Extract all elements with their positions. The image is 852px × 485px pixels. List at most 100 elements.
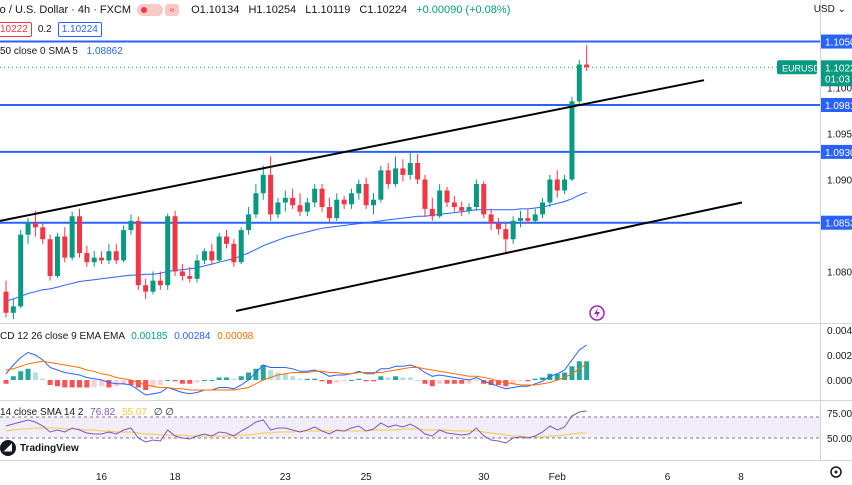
candle[interactable]: [179, 264, 185, 281]
candle[interactable]: [10, 299, 16, 320]
candle[interactable]: [444, 186, 450, 208]
candle[interactable]: [260, 165, 266, 200]
trendline-upper[interactable]: [0, 79, 705, 222]
candle[interactable]: [69, 211, 75, 261]
candle[interactable]: [451, 196, 457, 212]
candle[interactable]: [84, 245, 90, 267]
macd-legend[interactable]: CD 12 26 close 9 EMA EMA 0.00185 0.00284…: [0, 331, 253, 342]
candle[interactable]: [503, 221, 509, 254]
rsi-legend[interactable]: 14 close SMA 14 2 76.82 55.07 ∅ ∅: [0, 407, 174, 418]
candle[interactable]: [290, 188, 296, 209]
candle[interactable]: [584, 45, 590, 71]
candle[interactable]: [201, 248, 207, 265]
candle[interactable]: [437, 184, 443, 219]
candle[interactable]: [172, 210, 178, 277]
candle[interactable]: [62, 227, 68, 263]
candle[interactable]: [481, 181, 487, 219]
candle[interactable]: [275, 197, 281, 219]
candle[interactable]: [128, 214, 134, 235]
symbol-title[interactable]: ro / U.S. Dollar · 4h · FXCM: [0, 4, 132, 16]
macd-line[interactable]: [5, 344, 587, 396]
level-price-tag[interactable]: 1.0930: [821, 144, 852, 159]
candle[interactable]: [194, 254, 200, 283]
candle[interactable]: [429, 197, 435, 221]
candle[interactable]: [473, 179, 479, 211]
candle[interactable]: [3, 280, 9, 318]
market-status-icon[interactable]: [137, 4, 164, 16]
candle[interactable]: [91, 251, 97, 267]
currency-selector[interactable]: USD ⌄: [814, 4, 846, 15]
current-price-tag[interactable]: 1.102201:03: [821, 60, 852, 87]
candle[interactable]: [562, 174, 568, 195]
candle[interactable]: [532, 208, 538, 224]
sma-legend[interactable]: 50 close 0 SMA 5 1.08862: [0, 46, 123, 57]
candle[interactable]: [135, 216, 141, 290]
candle[interactable]: [576, 59, 582, 106]
candle[interactable]: [54, 232, 60, 278]
level-price-tag[interactable]: 1.0853: [821, 215, 852, 230]
candle[interactable]: [99, 251, 105, 265]
gear-icon[interactable]: [830, 466, 842, 478]
candle[interactable]: [334, 193, 340, 221]
buy-button[interactable]: 1.10224: [57, 22, 102, 37]
candle[interactable]: [319, 184, 325, 212]
candle[interactable]: [400, 159, 406, 182]
candle[interactable]: [518, 210, 523, 228]
candle[interactable]: [540, 197, 546, 219]
trendline-lower[interactable]: [235, 201, 743, 312]
candle[interactable]: [77, 208, 82, 258]
candle[interactable]: [378, 165, 384, 203]
candle[interactable]: [106, 243, 112, 265]
sma-line[interactable]: [5, 191, 587, 302]
candle[interactable]: [282, 190, 288, 212]
candle[interactable]: [569, 96, 575, 182]
candle[interactable]: [165, 213, 171, 290]
macd-signal-line[interactable]: [5, 360, 587, 391]
candle[interactable]: [253, 184, 259, 219]
candle[interactable]: [422, 174, 428, 217]
candle[interactable]: [40, 223, 46, 244]
candle[interactable]: [488, 208, 494, 231]
data-status-icon[interactable]: ≈: [165, 4, 180, 16]
candle[interactable]: [231, 239, 237, 267]
candle[interactable]: [47, 234, 53, 281]
candle[interactable]: [547, 174, 553, 208]
candle[interactable]: [224, 230, 229, 249]
candle[interactable]: [510, 216, 516, 244]
candle[interactable]: [238, 227, 244, 265]
candle[interactable]: [385, 162, 391, 189]
candle[interactable]: [459, 201, 465, 217]
candle[interactable]: [150, 271, 156, 295]
candle[interactable]: [32, 210, 38, 237]
candle[interactable]: [415, 153, 421, 185]
candle[interactable]: [157, 271, 163, 290]
candle[interactable]: [304, 197, 310, 217]
candle[interactable]: [363, 177, 369, 209]
candle[interactable]: [121, 225, 127, 263]
candle[interactable]: [312, 184, 318, 208]
lightning-icon[interactable]: [589, 305, 605, 321]
candle[interactable]: [371, 193, 376, 215]
candle[interactable]: [495, 218, 501, 235]
candle[interactable]: [407, 151, 413, 180]
candle[interactable]: [554, 170, 560, 198]
candle[interactable]: [187, 266, 193, 283]
candle[interactable]: [246, 207, 252, 235]
sell-button[interactable]: 10222: [0, 22, 32, 37]
rsi-line[interactable]: [5, 410, 587, 444]
candle[interactable]: [113, 243, 119, 265]
tradingview-logo[interactable]: ◢ TradingView: [0, 440, 79, 456]
candle[interactable]: [525, 208, 531, 224]
candle[interactable]: [297, 193, 303, 217]
symbol-tag[interactable]: EURUSD: [777, 60, 821, 75]
candle[interactable]: [216, 232, 222, 263]
candle[interactable]: [348, 188, 354, 209]
candle[interactable]: [341, 196, 347, 209]
candle[interactable]: [25, 218, 31, 244]
candle[interactable]: [466, 203, 472, 215]
candle[interactable]: [326, 197, 332, 224]
candle[interactable]: [143, 278, 149, 300]
candle[interactable]: [393, 156, 399, 187]
